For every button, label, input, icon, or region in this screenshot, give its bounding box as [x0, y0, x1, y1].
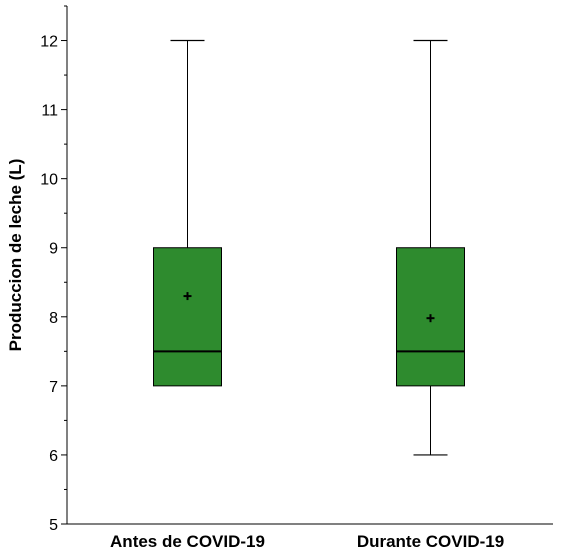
axes-layer [61, 5, 553, 525]
y-tick-label: 8 [49, 310, 58, 327]
y-tick-label: 6 [49, 448, 58, 465]
y-tick-label: 10 [40, 172, 58, 189]
y-tick-label: 5 [49, 517, 58, 534]
y-tick-label: 7 [49, 379, 58, 396]
y-tick-label: 9 [49, 241, 58, 258]
y-tick-label: 12 [40, 34, 58, 51]
box [153, 247, 222, 387]
y-tick-label: 11 [41, 103, 58, 120]
box-group [153, 39, 222, 387]
labels-layer: Produccion de leche (L) 5 6 7 8 9 10 11 12 Antes… [6, 34, 504, 551]
x-category-label: Antes de COVID-19 [110, 532, 265, 551]
box-group [396, 39, 465, 456]
x-category-label: Durante COVID-19 [357, 532, 504, 551]
y-axis-title: Produccion de leche (L) [6, 159, 25, 352]
boxes-layer [153, 39, 465, 456]
